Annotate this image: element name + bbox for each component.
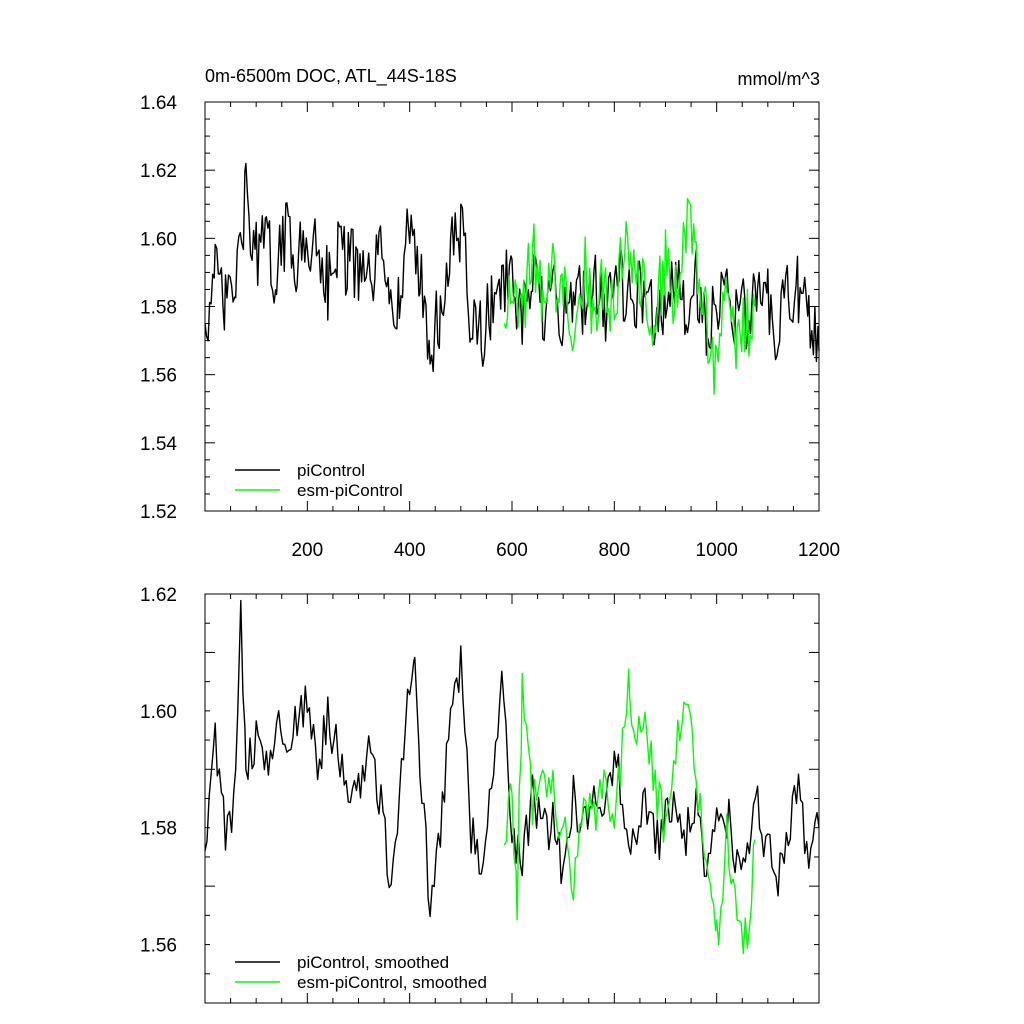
x-tick-label: 400 [394, 540, 426, 561]
legend-label-esm-picontrol-smoothed: esm-piControl, smoothed [297, 973, 487, 992]
top-chart-title: 0m-6500m DOC, ATL_44S-18S [205, 66, 457, 87]
series-line-picontrol-smoothed [204, 599, 820, 918]
x-tick-label: 200 [291, 540, 323, 561]
y-tick-label: 1.62 [140, 585, 177, 606]
y-tick-label: 1.56 [140, 366, 177, 387]
series-line-esm-picontrol [503, 197, 756, 395]
legend-label-picontrol-smoothed: piControl, smoothed [297, 953, 449, 972]
y-tick-label: 1.56 [140, 936, 177, 957]
y-tick-label: 1.58 [140, 819, 177, 840]
x-tick-label: 600 [496, 540, 528, 561]
y-tick-label: 1.54 [140, 434, 177, 455]
top-chart: 0m-6500m DOC, ATL_44S-18S mmol/m^3 200 40… [140, 66, 840, 561]
series-line-esm-picontrol-smoothed [503, 668, 756, 954]
bottom-chart: 1.56 1.58 1.60 1.62 piControl, smoothed esm… [140, 585, 820, 1004]
bottom-chart-axes: 1.56 1.58 1.60 1.62 [140, 585, 820, 1004]
top-chart-units: mmol/m^3 [738, 69, 820, 89]
y-tick-label: 1.60 [140, 702, 177, 723]
y-tick-label: 1.60 [140, 229, 177, 250]
x-tick-label: 1200 [798, 540, 840, 561]
y-tick-label: 1.62 [140, 161, 177, 182]
bottom-chart-legend: piControl, smoothed esm-piControl, smoot… [235, 953, 487, 992]
bottom-chart-series [204, 599, 820, 954]
top-chart-series [204, 162, 820, 395]
series-line-picontrol [204, 162, 820, 373]
x-tick-label: 1000 [696, 540, 738, 561]
top-chart-axes: 200 400 600 800 1000 1200 1.52 1.54 1.56 1.58 1.60… [140, 93, 840, 561]
y-tick-label: 1.64 [140, 93, 177, 114]
plot-frame [204, 101, 820, 512]
legend-label-picontrol: piControl [297, 461, 365, 480]
legend-label-esm-picontrol: esm-piControl [297, 481, 403, 500]
y-tick-label: 1.52 [140, 502, 177, 523]
x-tick-label: 800 [598, 540, 630, 561]
y-tick-label: 1.58 [140, 298, 177, 319]
top-chart-legend: piControl esm-piControl [235, 461, 403, 500]
